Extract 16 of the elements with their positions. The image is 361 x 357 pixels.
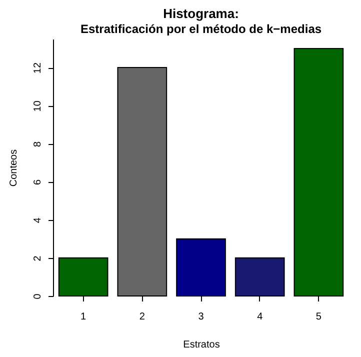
y-tick-label: 0 bbox=[32, 293, 44, 300]
x-tick-label: 3 bbox=[198, 312, 204, 322]
x-axis-title: Estratos bbox=[183, 340, 220, 350]
y-tick-label: 10 bbox=[32, 100, 44, 112]
x-tick-label: 1 bbox=[80, 312, 87, 322]
x-tick-label: 5 bbox=[316, 312, 322, 322]
y-axis-title: Conteos bbox=[8, 149, 20, 187]
x-tick-label: 4 bbox=[257, 312, 264, 322]
x-tick-label: 2 bbox=[139, 312, 146, 322]
chart-title: Histograma: bbox=[163, 6, 239, 21]
y-tick-label: 12 bbox=[32, 62, 44, 74]
y-tick-label: 4 bbox=[32, 217, 44, 224]
chart-subtitle: Estratificación por el método de k−medias bbox=[80, 22, 322, 36]
y-tick-label: 6 bbox=[32, 179, 44, 186]
y-tick-label: 2 bbox=[32, 255, 44, 262]
y-tick-label: 8 bbox=[32, 140, 44, 147]
